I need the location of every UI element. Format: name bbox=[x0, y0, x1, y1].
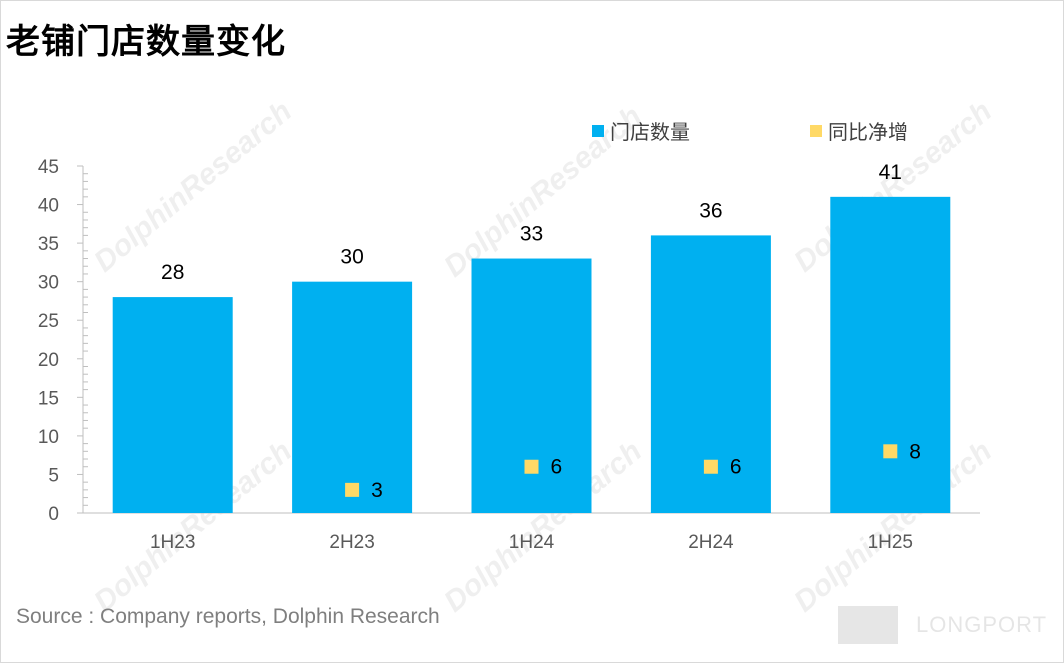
bar bbox=[471, 258, 592, 513]
x-tick-label: 1H23 bbox=[150, 532, 195, 553]
y-tick-label: 5 bbox=[48, 465, 59, 486]
source-note: Source : Company reports, Dolphin Resear… bbox=[16, 605, 440, 628]
x-tick-label: 1H25 bbox=[868, 532, 913, 553]
x-tick-label: 2H24 bbox=[688, 532, 734, 553]
y-tick-label: 25 bbox=[38, 311, 59, 332]
y-tick-label: 45 bbox=[38, 157, 59, 178]
y-tick-label: 40 bbox=[38, 196, 59, 217]
logo-text: LONGPORT bbox=[916, 612, 1048, 637]
y-tick-label: 15 bbox=[38, 388, 59, 409]
y-tick-label: 30 bbox=[38, 273, 59, 294]
net-add-label: 8 bbox=[909, 440, 921, 463]
x-tick-label: 1H24 bbox=[509, 532, 555, 553]
legend-swatch-store-count bbox=[592, 124, 604, 137]
y-tick-label: 35 bbox=[38, 234, 59, 255]
net-add-label: 3 bbox=[371, 479, 383, 502]
y-tick-label: 10 bbox=[38, 427, 59, 448]
legend-item-yoy-net-add: 同比净增 bbox=[810, 116, 908, 145]
y-tick-label: 20 bbox=[38, 350, 59, 371]
bar-value-label: 33 bbox=[520, 223, 543, 246]
x-tick-label: 2H23 bbox=[329, 532, 374, 553]
net-add-marker bbox=[524, 459, 539, 474]
net-add-label: 6 bbox=[730, 456, 742, 479]
net-add-label: 6 bbox=[551, 456, 563, 479]
legend-label-yoy-net-add: 同比净增 bbox=[828, 120, 908, 144]
net-add-marker bbox=[703, 459, 718, 474]
bar bbox=[112, 297, 233, 513]
bar-value-label: 30 bbox=[340, 246, 363, 269]
bar bbox=[292, 281, 413, 513]
chart-title: 老铺门店数量变化 bbox=[6, 22, 286, 62]
bar-value-label: 41 bbox=[879, 161, 902, 184]
bar-value-label: 36 bbox=[699, 199, 722, 222]
y-tick-label: 0 bbox=[48, 504, 59, 525]
longport-logo: LONGPORT bbox=[838, 606, 1047, 644]
legend-item-store-count: 门店数量 bbox=[592, 116, 690, 145]
legend-label-store-count: 门店数量 bbox=[610, 120, 690, 144]
legend-swatch-yoy-net-add bbox=[810, 124, 822, 137]
net-add-marker bbox=[883, 444, 898, 459]
bar bbox=[830, 196, 951, 513]
bar-value-label: 28 bbox=[161, 261, 184, 284]
logo-mark-icon bbox=[838, 606, 898, 644]
net-add-marker bbox=[345, 482, 360, 497]
